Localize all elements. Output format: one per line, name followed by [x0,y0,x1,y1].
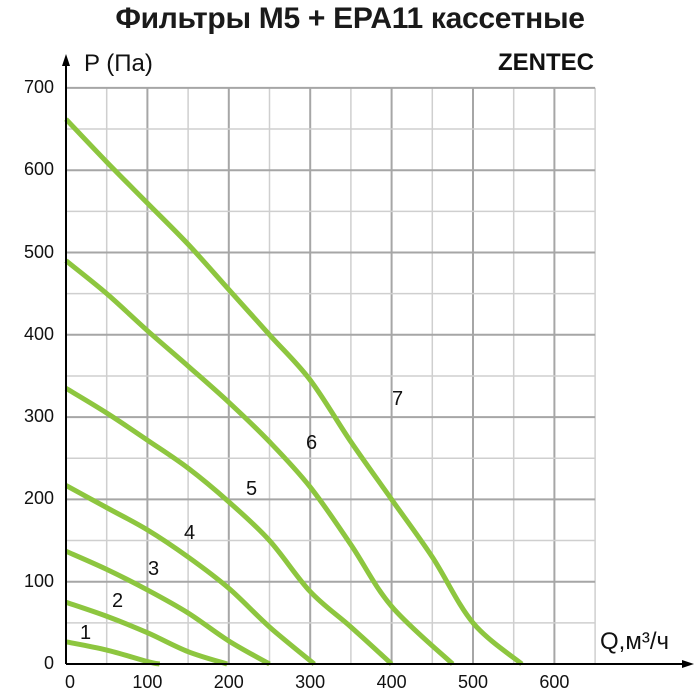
x-tick-label: 100 [132,672,163,692]
brand-logo-text: ZENTEC [498,49,594,76]
curve-label-6: 6 [306,432,318,454]
curve-2 [65,599,228,667]
x-tick-label: 300 [295,672,326,692]
curve-label-2: 2 [112,590,124,612]
y-tick-label: 100 [23,570,54,591]
x-axis-label: Q,м³/ч [600,628,669,655]
curve-label-7: 7 [392,388,404,410]
curve-label-5: 5 [246,478,258,500]
curve-6 [64,258,455,666]
curve-5 [64,386,394,666]
x-tick-label: 200 [213,672,244,692]
y-tick-label: 500 [23,241,54,262]
curve-7 [64,117,524,666]
y-tick-label: 400 [23,323,54,344]
curve-4 [64,483,316,666]
x-tick-label: 600 [539,672,570,692]
y-tick-label: 0 [43,653,54,673]
y-tick-label: 300 [23,406,54,427]
curve-label-4: 4 [184,522,196,544]
y-tick-label: 200 [23,488,54,509]
x-tick-label: 500 [457,672,489,692]
curve-label-1: 1 [80,622,92,644]
y-tick-label: 600 [23,159,54,180]
y-axis-arrow-icon [62,54,70,66]
y-axis-label: P (Па) [84,50,153,77]
curve-1 [65,639,161,667]
curve-label-3: 3 [148,558,160,580]
x-axis-arrow-icon [682,660,694,668]
y-tick-label: 700 [23,76,54,97]
curve-3 [64,548,271,667]
chart-title: Фильтры M5 + EPA11 кассетные [115,2,585,35]
x-tick-label: 0 [64,672,75,692]
x-tick-label: 400 [376,672,407,692]
